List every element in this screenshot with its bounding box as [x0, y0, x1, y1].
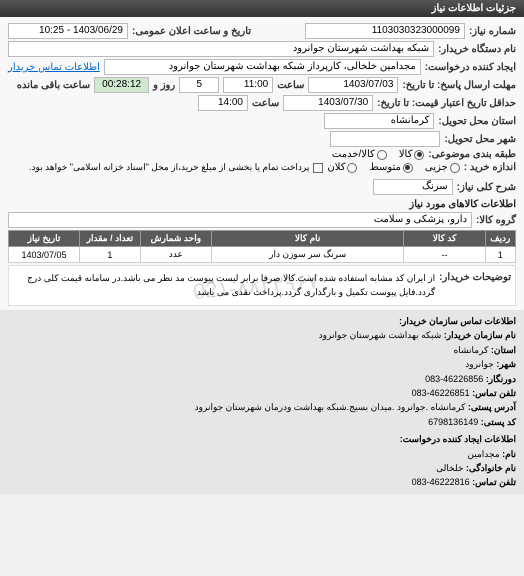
valid-time: 14:00 [198, 95, 248, 111]
desc-value: سرنگ [373, 179, 453, 195]
creator-value: مجدامین خلخالی، کارپرداز شبکه بهداشت شهر… [104, 59, 421, 75]
topic-class-label: طبقه بندی موضوعی: [428, 149, 516, 160]
items-col-header: نام کالا [211, 231, 404, 247]
f-name-label: نام: [502, 449, 516, 459]
table-cell: -- [404, 247, 485, 263]
deadline-time: 11:00 [223, 77, 273, 93]
valid-label: حداقل تاریخ اعتبار قیمت: تا تاریخ: [377, 98, 516, 109]
f-name-value: مجدامین [467, 449, 499, 459]
topic-goods-label: کالا [399, 149, 413, 160]
window-header: جزئیات اطلاعات نیاز [0, 0, 524, 17]
table-row: 1--سرنگ سر سوزن دارعدد11403/07/05 [9, 247, 516, 263]
table-cell: سرنگ سر سوزن دار [211, 247, 404, 263]
items-body: 1--سرنگ سر سوزن دارعدد11403/07/05 [9, 247, 516, 263]
f-tel-value: 46226851-083 [412, 388, 470, 398]
f-ctel-label: تلفن تماس: [472, 477, 516, 487]
volume-large-label: کلان [327, 162, 345, 173]
table-cell: 1403/07/05 [9, 247, 80, 263]
explain-value: از ایران کد مشابه استفاده شده است.کالا ص… [13, 272, 435, 299]
time-label-1: ساعت [277, 80, 304, 91]
announce-value: 1403/06/29 - 10:25 [8, 23, 128, 39]
f-addr-label: آدرس پستی: [468, 402, 516, 412]
buyer-org-label: نام دستگاه خریدار: [438, 44, 516, 55]
items-col-header: کد کالا [404, 231, 485, 247]
volume-medium-label: متوسط [369, 162, 400, 173]
footer-contact: اطلاعات تماس سازمان خریدار: نام سازمان خ… [0, 310, 524, 494]
note-text: پرداخت تمام یا بخشی از مبلغ خرید،از محل … [29, 162, 309, 173]
contact-link[interactable]: اطلاعات تماس خریدار [8, 62, 100, 73]
f-province-value: کرمانشاه [454, 345, 489, 355]
f-lname-value: خلخالی [436, 463, 463, 473]
city-label: شهر محل تحویل: [444, 134, 516, 145]
radio-icon [450, 163, 460, 173]
table-cell: 1 [80, 247, 141, 263]
f-ctel-value: 46222816-083 [412, 477, 470, 487]
table-cell: عدد [140, 247, 211, 263]
creator-label: ایجاد کننده درخواست: [425, 62, 516, 73]
items-col-header: تاریخ نیاز [9, 231, 80, 247]
items-section-title: اطلاعات کالاهای مورد نیاز [8, 199, 516, 210]
province-value: کرمانشاه [324, 113, 434, 129]
topic-radio-group: کالا کالا/خدمت [332, 149, 424, 160]
remain-label: ساعت باقی مانده [17, 80, 90, 91]
header-title: جزئیات اطلاعات نیاز [432, 3, 516, 14]
time-label-2: ساعت [252, 98, 279, 109]
f-fax-label: دورنگار: [486, 374, 516, 384]
province-label: استان محل تحویل: [438, 116, 516, 127]
valid-date: 1403/07/30 [283, 95, 373, 111]
remain-value: 00:28:12 [94, 77, 149, 93]
explain-area: توضیحات خریدار: از ایران کد مشابه استفاد… [8, 265, 516, 306]
days-label: روز و [153, 80, 175, 91]
f-fax-value: 46226856-083 [425, 374, 483, 384]
note-checkbox[interactable] [313, 163, 323, 173]
f-org-value: شبکه بهداشت شهرستان جوانرود [319, 330, 442, 340]
deadline-label: مهلت ارسال پاسخ: تا تاریخ: [402, 80, 516, 91]
volume-radio-group: جزیی متوسط کلان [327, 162, 459, 173]
deadline-date: 1403/07/03 [308, 77, 398, 93]
topic-service-label: کالا/خدمت [332, 149, 375, 160]
items-header-row: ردیفکد کالانام کالاواحد شمارشتعداد / مقد… [9, 231, 516, 247]
radio-icon [403, 163, 413, 173]
table-cell: 1 [485, 247, 515, 263]
f-postal-label: کد پستی: [481, 417, 516, 427]
volume-radio-medium[interactable]: متوسط [369, 162, 412, 173]
buyer-org-value: شبکه بهداشت شهرستان جوانرود [8, 41, 434, 57]
f-tel-label: تلفن تماس: [472, 388, 516, 398]
group-value: دارو، پزشکی و سلامت [8, 212, 472, 228]
announce-label: تاریخ و ساعت اعلان عمومی: [132, 26, 251, 37]
radio-icon [377, 150, 387, 160]
items-col-header: ردیف [485, 231, 515, 247]
topic-radio-goods[interactable]: کالا [399, 149, 425, 160]
number-value: 1103030323000099 [305, 23, 465, 39]
city-value [330, 131, 440, 147]
f-postal-value: 6798136149 [428, 417, 478, 427]
days-value: 5 [179, 77, 219, 93]
form-content: شماره نیاز: 1103030323000099 تاریخ و ساع… [0, 17, 524, 310]
f-creator-title: اطلاعات ایجاد کننده درخواست: [8, 432, 516, 446]
volume-radio-large[interactable]: کلان [327, 162, 357, 173]
volume-label: اندازه خرید : [464, 162, 516, 173]
footer-title: اطلاعات تماس سازمان خریدار: [8, 314, 516, 328]
f-org-label: نام سازمان خریدار: [444, 330, 516, 340]
number-label: شماره نیاز: [469, 26, 516, 37]
items-table: ردیفکد کالانام کالاواحد شمارشتعداد / مقد… [8, 230, 516, 263]
desc-label: شرح کلی نیاز: [457, 182, 516, 193]
f-lname-label: نام خانوادگی: [466, 463, 516, 473]
items-col-header: تعداد / مقدار [80, 231, 141, 247]
f-addr-value: کرمانشاه .جوانرود .میدان بسیج.شبکه بهداش… [195, 402, 466, 412]
topic-radio-service[interactable]: کالا/خدمت [332, 149, 387, 160]
items-col-header: واحد شمارش [140, 231, 211, 247]
f-city-label: شهر: [496, 359, 516, 369]
f-province-label: استان: [491, 345, 516, 355]
explain-label: توضیحات خریدار: [439, 272, 511, 283]
group-label: گروه کالا: [476, 215, 516, 226]
radio-icon [414, 150, 424, 160]
radio-icon [347, 163, 357, 173]
volume-small-label: جزیی [425, 162, 448, 173]
f-city-value: جوانرود [465, 359, 494, 369]
volume-radio-small[interactable]: جزیی [425, 162, 460, 173]
